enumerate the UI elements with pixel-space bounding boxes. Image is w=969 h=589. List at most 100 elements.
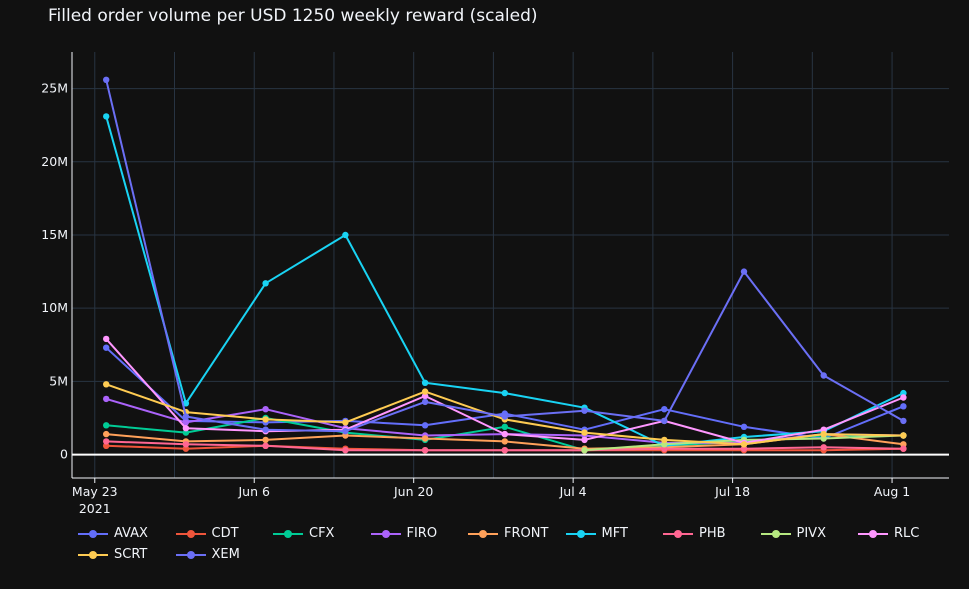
legend-item-scrt[interactable]: SCRT xyxy=(78,547,147,562)
data-point-phb xyxy=(342,447,349,454)
data-point-scrt xyxy=(581,429,588,436)
data-point-scrt xyxy=(900,432,907,439)
data-point-xem xyxy=(182,413,190,420)
legend-swatch xyxy=(78,549,108,561)
legend-swatch xyxy=(663,528,693,540)
data-point-rlc xyxy=(501,430,508,438)
data-point-xem xyxy=(421,398,429,406)
data-point-rlc xyxy=(820,426,827,433)
data-point-pivx xyxy=(581,447,588,454)
legend-label: PIVX xyxy=(796,526,826,541)
data-point-scrt xyxy=(342,419,349,426)
data-point-mft xyxy=(421,379,429,386)
x-tick-label: Jun 6 xyxy=(237,484,270,499)
data-point-xem xyxy=(581,407,588,414)
x-tick-label: Aug 1 xyxy=(874,484,910,499)
legend-item-xem[interactable]: XEM xyxy=(175,547,240,562)
legend-item-cdt[interactable]: CDT xyxy=(175,526,239,541)
data-point-firo xyxy=(262,406,269,413)
legend-label: AVAX xyxy=(114,526,148,541)
x-tick-sublabel: 2021 xyxy=(79,501,111,516)
y-tick-label: 15M xyxy=(41,227,68,242)
y-tick-label: 10M xyxy=(41,300,68,315)
legend-item-rlc[interactable]: RLC xyxy=(858,526,919,541)
legend-item-front[interactable]: FRONT xyxy=(468,526,548,541)
data-point-firo xyxy=(182,419,190,426)
data-point-xem xyxy=(661,417,668,425)
data-point-cfx xyxy=(182,429,190,436)
data-point-phb xyxy=(421,447,429,454)
data-point-phb xyxy=(262,442,269,449)
data-point-phb xyxy=(501,447,508,454)
data-point-xem xyxy=(501,413,508,420)
data-point-phb xyxy=(103,438,110,445)
data-point-scrt xyxy=(262,416,269,423)
data-point-mft xyxy=(342,231,349,239)
legend-item-firo[interactable]: FIRO xyxy=(370,526,438,541)
legend-swatch xyxy=(175,528,206,540)
data-point-phb xyxy=(900,445,907,452)
data-point-rlc xyxy=(182,425,190,432)
data-point-phb xyxy=(182,441,190,448)
legend-swatch xyxy=(468,528,498,540)
plot-area xyxy=(72,52,949,478)
legend-label: MFT xyxy=(601,526,628,541)
legend-item-avax[interactable]: AVAX xyxy=(78,526,148,541)
legend-item-mft[interactable]: MFT xyxy=(565,526,628,541)
data-point-firo xyxy=(103,395,110,403)
legend-swatch xyxy=(78,528,108,540)
data-point-rlc xyxy=(103,335,110,343)
legend-swatch xyxy=(370,528,401,540)
data-point-xem xyxy=(342,428,349,435)
line-chart: May 23 2021 Jun 6 Jun 20 Jul 4 Jul 18 Aug 1 0 5M… xyxy=(41,52,949,516)
data-point-scrt xyxy=(103,381,110,388)
data-point-front xyxy=(421,435,429,442)
data-point-mft xyxy=(182,400,190,407)
y-tick-label: 20M xyxy=(41,154,68,169)
data-point-mft xyxy=(900,389,907,397)
x-tick-label: Jul 4 xyxy=(559,484,587,499)
data-point-scrt xyxy=(820,430,827,438)
x-tick-label: Jun 20 xyxy=(393,484,433,499)
data-point-xem xyxy=(820,372,827,379)
data-point-avax xyxy=(421,422,429,429)
data-point-avax xyxy=(103,344,110,351)
data-point-cdt xyxy=(103,442,110,449)
data-point-cfx xyxy=(501,423,508,430)
data-point-mft xyxy=(103,113,110,120)
y-tick-label: 0 xyxy=(60,447,68,462)
x-tick-label: May 23 xyxy=(72,484,118,499)
legend-label: SCRT xyxy=(114,547,148,562)
data-point-pivx xyxy=(820,435,827,442)
data-point-mft xyxy=(501,389,508,397)
data-point-pivx xyxy=(661,441,668,448)
legend-swatch xyxy=(760,528,791,540)
data-point-scrt xyxy=(421,388,429,395)
legend-item-pivx[interactable]: PIVX xyxy=(760,526,826,541)
data-point-front xyxy=(501,438,508,445)
legend-item-phb[interactable]: PHB xyxy=(663,526,726,541)
data-point-cfx xyxy=(103,422,110,429)
y-tick-label: 25M xyxy=(41,81,68,96)
data-point-phb xyxy=(661,445,668,452)
data-point-mft xyxy=(262,280,269,287)
data-point-avax xyxy=(740,423,748,430)
legend-label: RLC xyxy=(894,526,920,541)
legend-label: CDT xyxy=(211,526,239,541)
data-point-phb xyxy=(820,444,827,451)
data-point-xem xyxy=(103,76,110,84)
data-point-rlc xyxy=(581,436,588,444)
legend-label: FRONT xyxy=(504,526,549,541)
data-point-front xyxy=(900,441,907,448)
data-point-rlc xyxy=(421,392,429,400)
legend-label: FIRO xyxy=(406,526,438,541)
data-point-rlc xyxy=(900,394,907,401)
legend-swatch xyxy=(565,528,596,540)
data-point-scrt xyxy=(661,436,668,444)
legend-item-cfx[interactable]: CFX xyxy=(273,526,334,541)
data-point-scrt xyxy=(740,441,748,448)
data-point-xem xyxy=(262,426,269,433)
chart-title: Filled order volume per USD 1250 weekly … xyxy=(48,6,538,26)
legend-swatch xyxy=(175,549,206,561)
